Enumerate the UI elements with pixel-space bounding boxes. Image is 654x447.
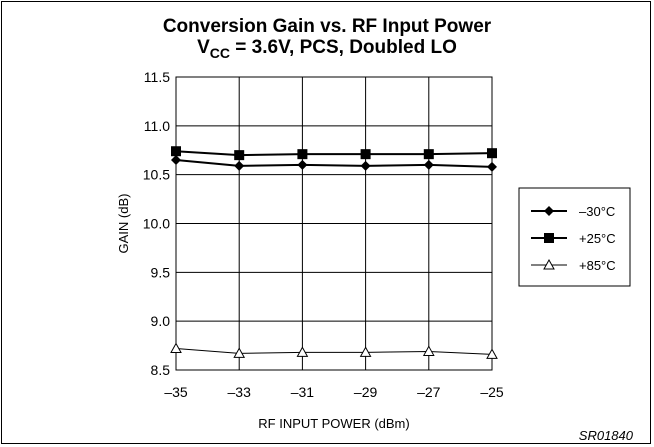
- data-point: [423, 159, 434, 170]
- series-diamond: [171, 155, 497, 172]
- data-point: [359, 346, 372, 357]
- x-tick-label: –33: [228, 384, 252, 400]
- data-point: [487, 148, 497, 159]
- legend-label: –30°C: [579, 204, 615, 219]
- figure-code: SR01840: [579, 428, 634, 443]
- y-tick-label: 11.0: [144, 118, 170, 134]
- y-tick-label: 9.0: [151, 313, 171, 329]
- series-line: [175, 348, 493, 355]
- y-tick-label: 10.0: [143, 216, 170, 232]
- x-tick-label: –35: [164, 384, 188, 400]
- data-point: [170, 342, 182, 354]
- subtitle-v: V: [197, 37, 210, 58]
- x-axis-label: RF INPUT POWER (dBm): [258, 416, 409, 431]
- data-point: [233, 347, 246, 358]
- data-point: [171, 155, 181, 166]
- data-point: [296, 346, 309, 357]
- x-tick-label: –29: [354, 384, 378, 400]
- data-point: [297, 159, 308, 170]
- x-tick-label: –31: [291, 384, 315, 400]
- chart-subtitle: VCC = 3.6V, PCS, Doubled LO: [0, 37, 654, 61]
- data-point: [171, 146, 181, 157]
- y-tick-label: 9.5: [151, 264, 171, 280]
- y-axis-label: GAIN (dB): [116, 194, 131, 254]
- data-point: [360, 160, 371, 171]
- series-square: [171, 146, 497, 161]
- subtitle-rest: = 3.6V, PCS, Doubled LO: [230, 37, 457, 58]
- data-point: [234, 160, 245, 171]
- data-point: [422, 345, 435, 356]
- data-point: [544, 233, 554, 243]
- subtitle-sub: CC: [209, 45, 231, 61]
- data-point: [423, 149, 434, 160]
- legend: –30°C +25°C +85°C: [518, 187, 631, 287]
- x-tick-label: –27: [417, 384, 441, 400]
- legend-box: [518, 187, 631, 287]
- y-tick-label: 11.5: [144, 69, 170, 85]
- data-point: [234, 150, 245, 161]
- data-point: [297, 149, 308, 160]
- y-tick-label: 10.5: [143, 167, 170, 183]
- series-line: [175, 150, 493, 157]
- chart-title: Conversion Gain vs. RF Input Power: [162, 16, 492, 37]
- data-point: [487, 161, 497, 172]
- data-point: [360, 149, 371, 160]
- legend-label: +85°C: [579, 258, 616, 273]
- data-point: [543, 258, 555, 270]
- data-point: [486, 348, 498, 359]
- series-line: [175, 159, 493, 168]
- series-triangle: [170, 342, 498, 359]
- x-tick-label: –25: [480, 384, 504, 400]
- legend-label: +25°C: [579, 231, 616, 246]
- y-tick-label: 8.5: [151, 362, 171, 378]
- data-point: [544, 206, 554, 216]
